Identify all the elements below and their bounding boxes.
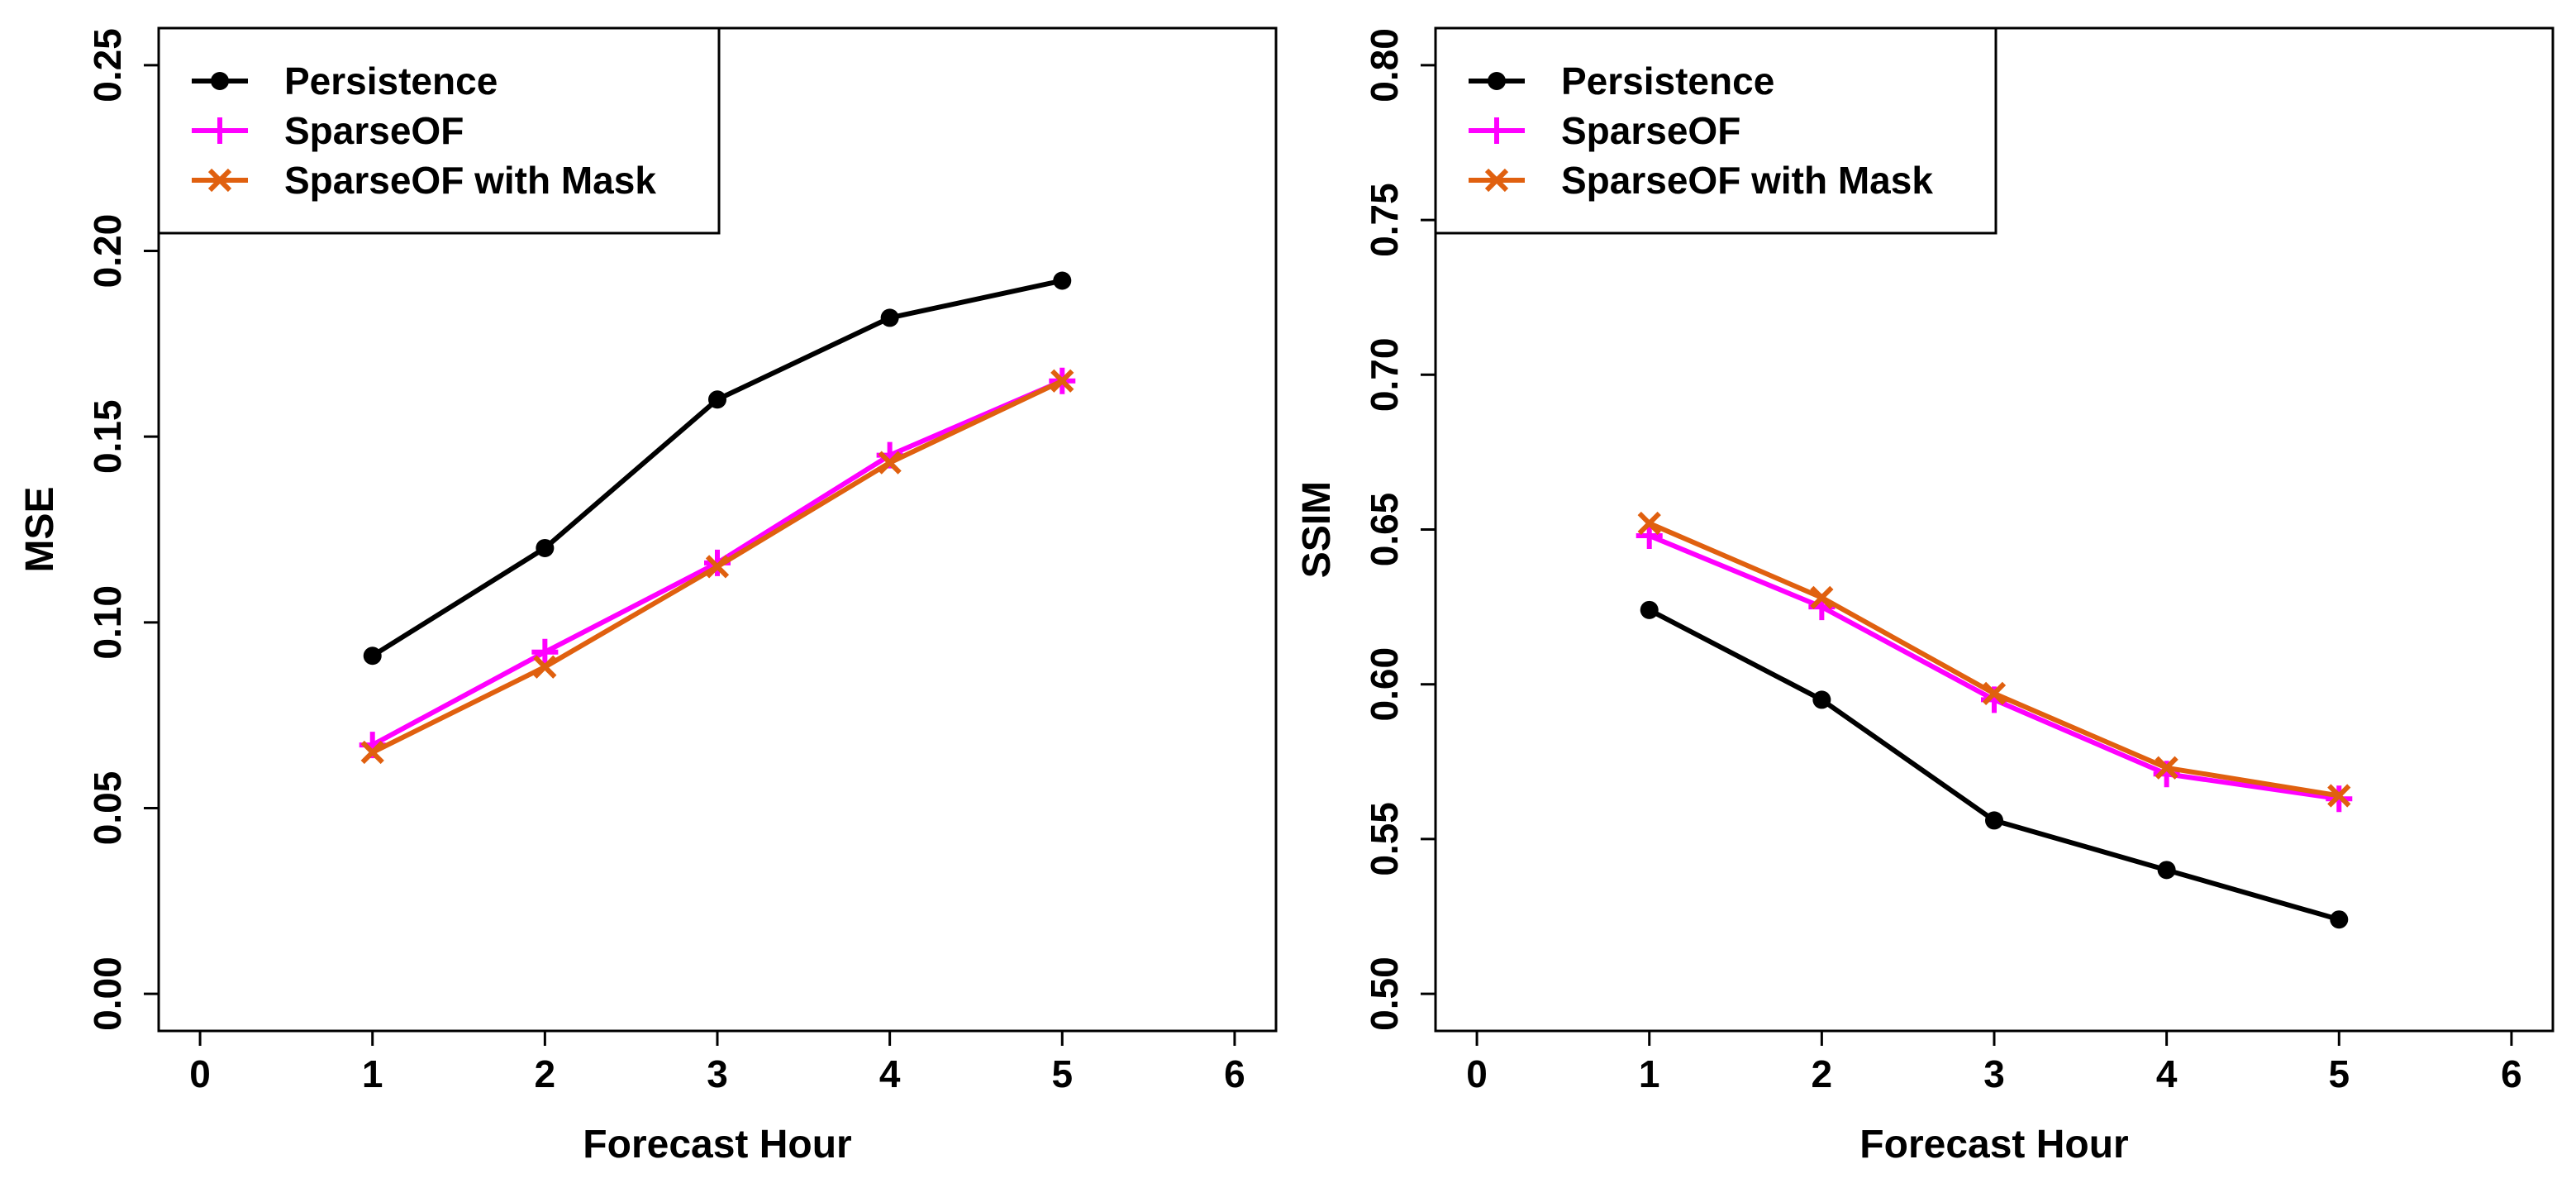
ssim-legend-marker (1484, 168, 1509, 193)
ssim-y-tick-label: 0.60 (1363, 647, 1406, 722)
ssim-data-point-cross (1810, 585, 1834, 609)
ssim-y-tick-label: 0.75 (1363, 183, 1406, 257)
mse-x-tick-label: 6 (1224, 1052, 1245, 1095)
ssim-x-tick-label: 4 (2156, 1052, 2178, 1095)
ssim-y-axis-title: SSIM (1295, 481, 1339, 578)
ssim-x-tick-label: 3 (1983, 1052, 2005, 1095)
mse-y-axis-title: MSE (18, 486, 62, 572)
mse-data-point-dot (363, 646, 382, 666)
ssim-data-point-dot (1812, 690, 1831, 709)
mse-x-tick-label: 5 (1051, 1052, 1073, 1095)
ssim-data-point-dot (1985, 811, 2003, 830)
mse-y-tick-label: 0.15 (86, 399, 129, 474)
mse-legend-label: SparseOF (284, 109, 464, 152)
mse-data-point-cross (878, 451, 902, 475)
ssim-legend-marker (1483, 117, 1510, 144)
ssim-data-point-dot (1640, 600, 1659, 619)
mse-legend-box (157, 26, 721, 235)
mse-x-axis-title: Forecast Hour (583, 1123, 851, 1167)
ssim-y-tick-label: 0.70 (1363, 338, 1406, 413)
mse-legend-marker (207, 117, 233, 144)
ssim-legend-label: SparseOF (1561, 109, 1740, 152)
ssim-y-tick-label: 0.50 (1363, 957, 1406, 1031)
ssim-data-point-cross (1982, 681, 2007, 706)
mse-data-point-dot (536, 538, 555, 557)
ssim-x-tick-label: 2 (1812, 1052, 1833, 1095)
mse-x-tick-label: 2 (535, 1052, 556, 1095)
mse-data-point-cross (1050, 369, 1074, 393)
ssim-data-point-cross (2327, 784, 2351, 808)
ssim-x-tick-label: 5 (2328, 1052, 2350, 1095)
ssim-x-tick-label: 6 (2501, 1052, 2522, 1095)
ssim-legend: Persistence SparseOF SparseOF with Mask (1434, 26, 1997, 235)
ssim-legend-label: SparseOF with Mask (1561, 159, 1933, 202)
mse-y-tick-label: 0.05 (86, 771, 129, 846)
ssim-legend-label: Persistence (1561, 60, 1774, 103)
mse-y-tick-label: 0.25 (86, 28, 129, 103)
ssim-data-point-cross (1637, 511, 1661, 536)
mse-data-point-cross (360, 740, 384, 765)
mse-data-point-dot (708, 390, 726, 409)
ssim-data-point-cross (2155, 756, 2178, 780)
mse-x-tick-label: 1 (362, 1052, 383, 1095)
mse-data-point-plus (531, 638, 559, 666)
ssim-y-tick-label: 0.55 (1363, 802, 1406, 876)
mse-y-tick-label: 0.20 (86, 214, 129, 289)
mse-y-tick-label: 0.10 (86, 585, 129, 660)
mse-x-tick-label: 3 (707, 1052, 728, 1095)
ssim-y-tick-label: 0.80 (1363, 28, 1406, 103)
mse-x-tick-label: 4 (879, 1052, 901, 1095)
ssim-x-axis-title: Forecast Hour (1859, 1123, 2128, 1167)
ssim-data-point-dot (2330, 910, 2349, 929)
mse-legend-label: SparseOF with Mask (284, 159, 656, 202)
ssim-legend-marker (1488, 72, 1506, 90)
mse-legend-marker (211, 72, 229, 90)
mse-x-tick-label: 0 (189, 1052, 211, 1095)
ssim-panel: 0 1 2 3 4 5 6 0.50 0.55 0.60 0.65 0.70 0.75 0.80 Forec… (1295, 26, 2555, 1167)
mse-data-point-cross (705, 555, 730, 579)
mse-legend-label: Persistence (284, 60, 498, 103)
mse-y-tick-label: 0.00 (86, 957, 129, 1031)
ssim-data-point-plus (1636, 522, 1663, 549)
mse-legend: Persistence SparseOF SparseOF with Mask (157, 26, 721, 235)
mse-panel: 0 1 2 3 4 5 6 0.00 0.05 0.10 0.15 0.20 0.25 Forecast … (18, 26, 1278, 1167)
mse-legend-marker (207, 168, 232, 193)
mse-data-point-cross (533, 655, 557, 679)
ssim-x-tick-label: 1 (1639, 1052, 1660, 1095)
ssim-data-point-dot (2157, 861, 2176, 880)
mse-data-point-dot (1053, 271, 1072, 290)
ssim-y-tick-label: 0.65 (1363, 493, 1406, 567)
mse-data-point-dot (880, 308, 899, 327)
ssim-legend-box (1434, 26, 1997, 235)
ssim-x-tick-label: 0 (1466, 1052, 1488, 1095)
